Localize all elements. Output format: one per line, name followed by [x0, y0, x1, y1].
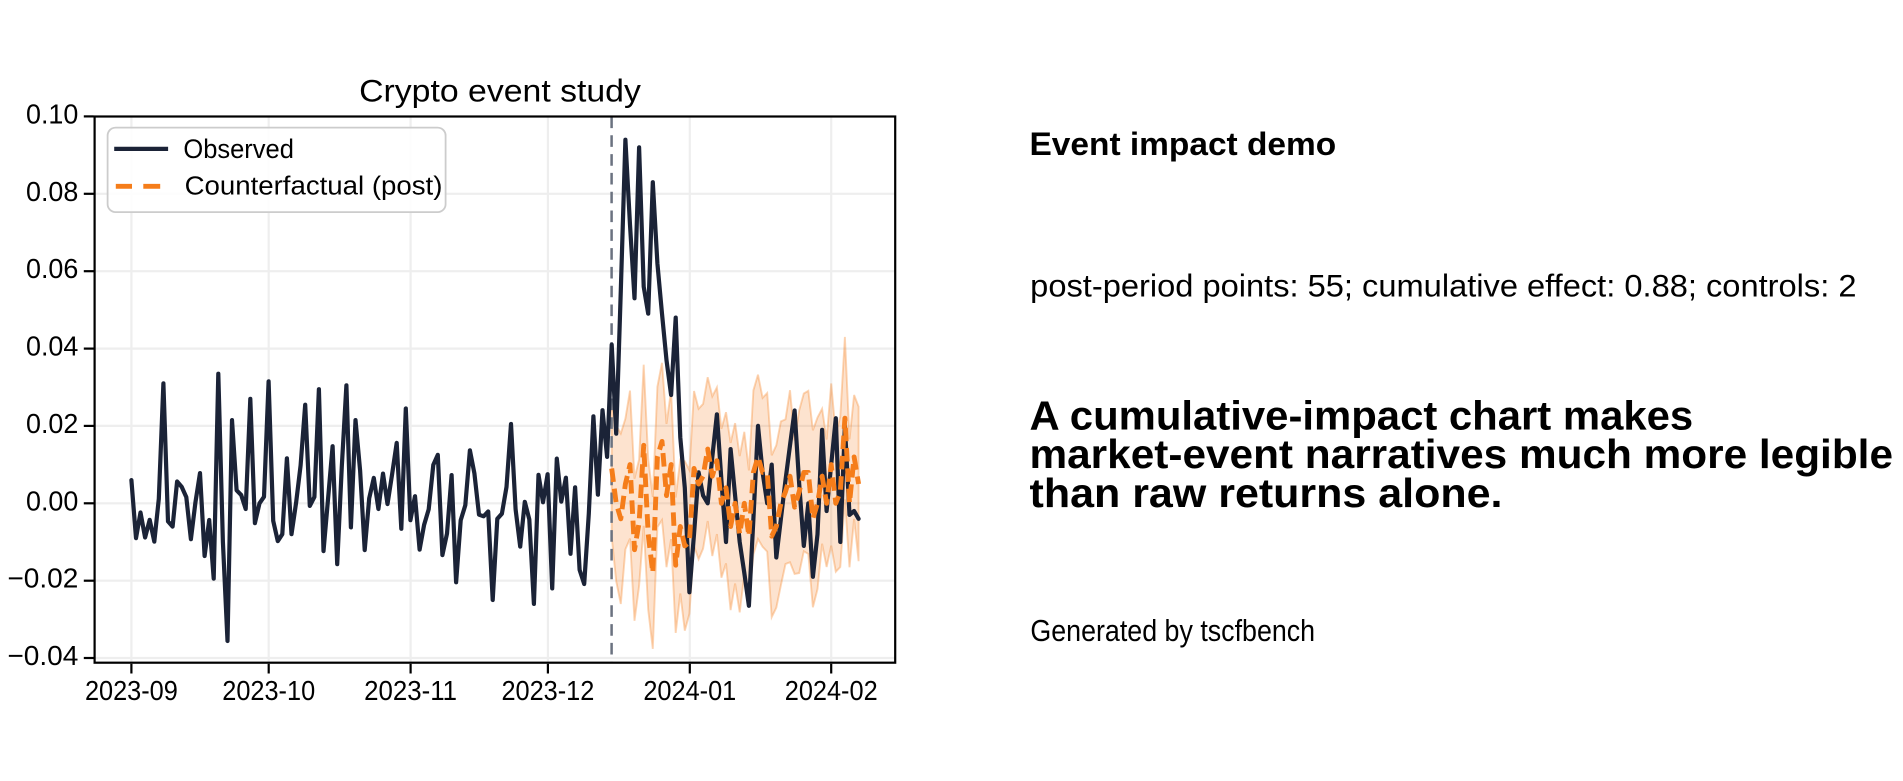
- svg-text:2023-10: 2023-10: [222, 675, 315, 706]
- svg-text:−0.04: −0.04: [7, 640, 78, 671]
- svg-text:Event impact demo: Event impact demo: [1030, 126, 1337, 162]
- svg-text:0.08: 0.08: [26, 176, 78, 207]
- svg-text:−0.02: −0.02: [7, 563, 78, 594]
- svg-text:post-period points: 55; cumula: post-period points: 55; cumulative effec…: [1030, 268, 1856, 304]
- svg-text:A cumulative-impact chart make: A cumulative-impact chart makes: [1030, 392, 1694, 438]
- svg-text:than raw returns alone.: than raw returns alone.: [1030, 470, 1503, 516]
- svg-text:Counterfactual (post): Counterfactual (post): [185, 171, 443, 201]
- svg-text:0.06: 0.06: [26, 253, 78, 284]
- svg-text:0.04: 0.04: [26, 331, 78, 362]
- svg-text:0.10: 0.10: [26, 98, 78, 129]
- svg-text:2024-01: 2024-01: [643, 675, 736, 706]
- svg-text:Observed: Observed: [183, 133, 294, 164]
- svg-text:Generated by tscfbench: Generated by tscfbench: [1030, 615, 1315, 648]
- svg-text:2023-09: 2023-09: [85, 675, 178, 706]
- svg-text:0.02: 0.02: [26, 408, 78, 439]
- svg-text:2023-12: 2023-12: [501, 675, 594, 706]
- svg-text:0.00: 0.00: [26, 485, 78, 516]
- svg-text:market-event narratives much m: market-event narratives much more legibl…: [1030, 431, 1894, 477]
- svg-text:Crypto event study: Crypto event study: [359, 73, 641, 109]
- svg-text:2023-11: 2023-11: [364, 675, 457, 706]
- svg-text:2024-02: 2024-02: [785, 675, 878, 706]
